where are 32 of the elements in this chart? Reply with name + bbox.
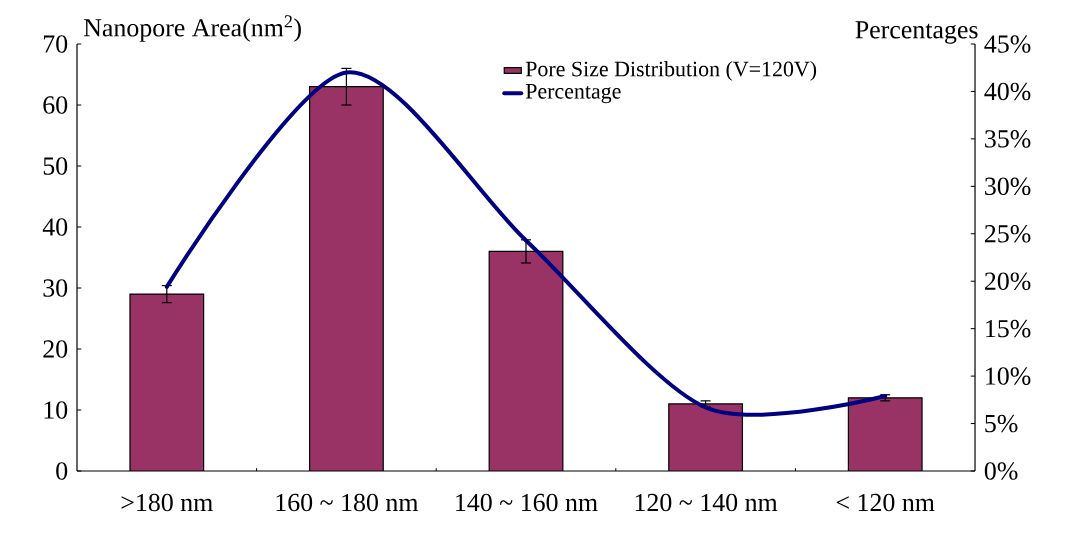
y-tick-label: 10 bbox=[44, 401, 68, 419]
x-tick-label: < 120 nm bbox=[836, 493, 935, 512]
y-tick-label: 70 bbox=[43, 35, 68, 53]
bar bbox=[668, 403, 743, 471]
legend-label: Percentage bbox=[525, 84, 621, 104]
y2-tick-label: 5% bbox=[985, 414, 1018, 433]
legend-label: Pore Size Distribution (V=120V) bbox=[525, 61, 817, 81]
y2-tick-label: 10% bbox=[986, 367, 1031, 385]
bar bbox=[489, 251, 563, 471]
y2-tick-label: 45% bbox=[984, 35, 1031, 53]
y-tick-label: 30 bbox=[43, 279, 68, 297]
y-axis-title: Nanopore Area(nm$^{2}$) bbox=[83, 15, 301, 42]
x-tick-label: >180 nm bbox=[121, 493, 213, 512]
bar bbox=[129, 294, 204, 471]
x-tick-label: 120 ~ 140 nm bbox=[635, 493, 778, 512]
bar bbox=[309, 86, 384, 471]
y2-tick-label: 20% bbox=[984, 272, 1031, 291]
y-tick-label: 0 bbox=[56, 462, 68, 480]
y2-tick-label: 25% bbox=[984, 224, 1031, 243]
y2-axis-title: Percentages bbox=[855, 21, 978, 44]
y2-tick-label: 35% bbox=[985, 130, 1031, 148]
y-tick-label: 20 bbox=[43, 340, 68, 358]
y-tick-label: 40 bbox=[42, 218, 68, 236]
y-tick-label: 50 bbox=[43, 157, 68, 175]
y2-tick-label: 40% bbox=[984, 82, 1031, 101]
bar bbox=[847, 397, 923, 471]
x-tick-label: 160 ~ 180 nm bbox=[276, 493, 419, 512]
y2-tick-label: 0% bbox=[984, 462, 1018, 480]
y-tick-label: 60 bbox=[43, 96, 68, 114]
y2-tick-label: 30% bbox=[985, 177, 1031, 196]
y2-tick-label: 15% bbox=[986, 319, 1031, 338]
x-tick-label: 140 ~ 160 nm bbox=[456, 493, 598, 512]
